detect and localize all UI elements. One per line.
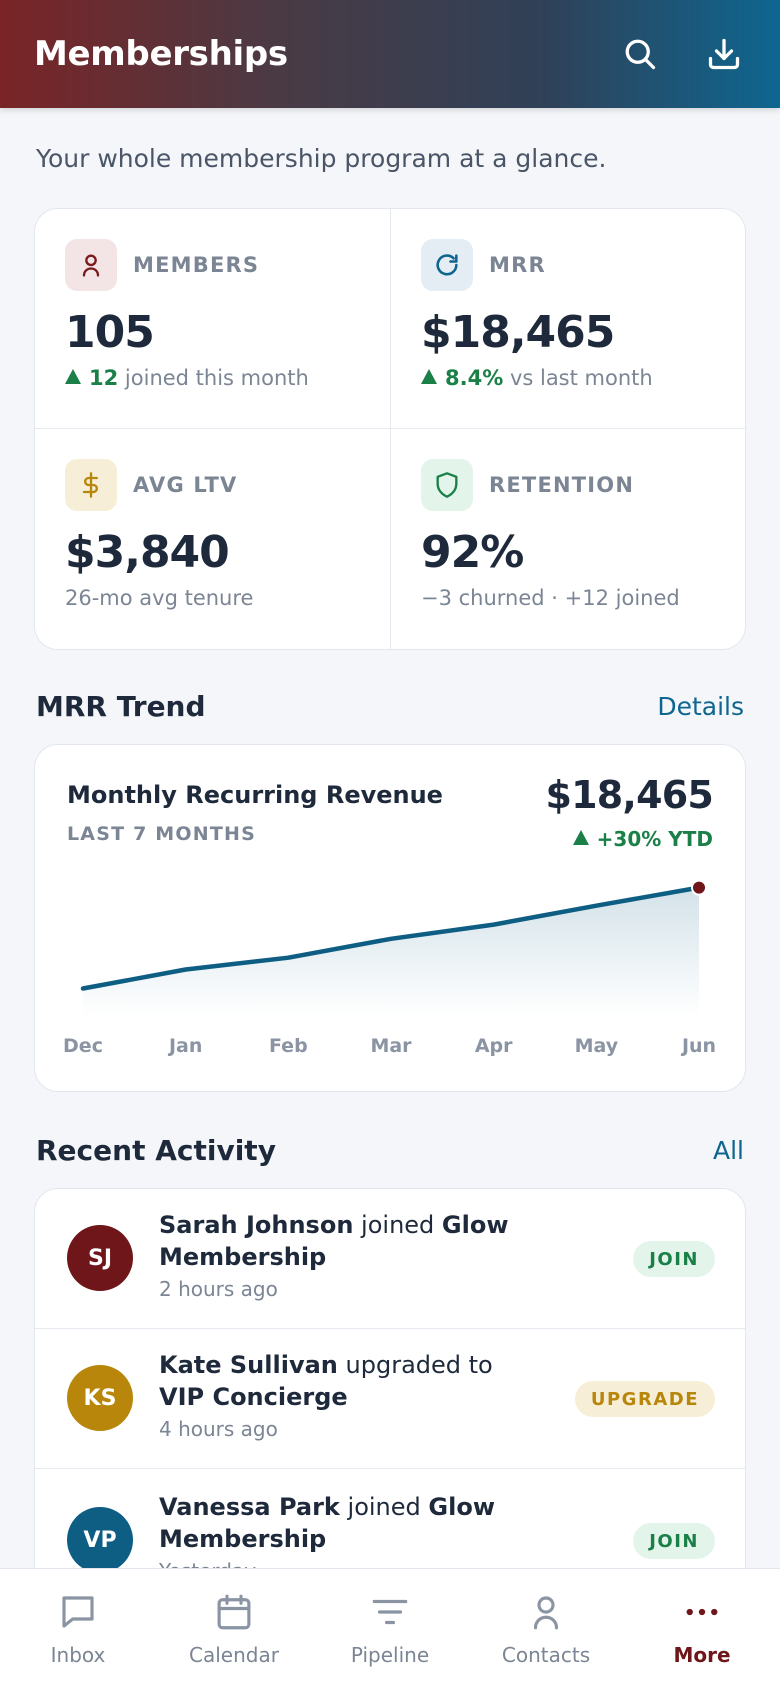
activity-card: SJ Sarah Johnson joined Glow Membership … (34, 1188, 746, 1568)
stat-label: RETENTION (489, 473, 635, 497)
delta-text: joined this month (124, 366, 309, 390)
up-arrow-icon (572, 830, 589, 845)
tab-more[interactable]: More (624, 1569, 780, 1688)
stat-label: MRR (489, 253, 546, 277)
chart-point-latest[interactable] (691, 879, 707, 896)
refresh-icon (421, 239, 473, 291)
stat-value: 92% (421, 527, 524, 578)
status-badge: JOIN (633, 1241, 715, 1277)
x-tick-label: May (575, 1035, 619, 1057)
activity-target: VIP Concierge (159, 1383, 348, 1411)
stat-value: $3,840 (65, 527, 230, 578)
tab-calendar[interactable]: Calendar (156, 1569, 312, 1688)
search-button[interactable] (618, 32, 662, 76)
download-button[interactable] (702, 32, 746, 76)
stat-avg-ltv[interactable]: AVG LTV $3,840 26-mo avg tenure (35, 429, 391, 649)
status-badge: JOIN (633, 1523, 715, 1559)
stat-delta: 12 joined this month (65, 366, 360, 390)
dollar-icon (65, 459, 117, 511)
mrr-trend-title: MRR Trend (36, 690, 206, 723)
mrr-chart-card: Dec Jan Feb Mar Apr May Jun Monthly Recurring … (34, 744, 746, 1092)
bottom-tab-bar: Inbox Calendar Pipeline Contacts More (0, 1568, 780, 1688)
stat-members[interactable]: MEMBERS 105 12 joined this month (35, 209, 391, 429)
delta-value: 8.4% (445, 366, 504, 390)
activity-name: Sarah Johnson (159, 1211, 354, 1239)
x-tick-label: Feb (269, 1035, 308, 1057)
mrr-line-chart: Dec Jan Feb Mar Apr May Jun (63, 879, 716, 1057)
activity-action: joined (361, 1211, 435, 1239)
tab-label: Inbox (50, 1643, 106, 1667)
up-arrow-icon (421, 369, 437, 384)
shield-icon (421, 459, 473, 511)
chart-delta: +30% YTD (572, 827, 713, 851)
app-header: Memberships (0, 0, 780, 108)
stat-retention[interactable]: RETENTION 92% −3 churned · +12 joined (391, 429, 747, 649)
activity-time: Yesterday (159, 1559, 256, 1568)
tab-label: More (673, 1643, 731, 1667)
tab-pipeline[interactable]: Pipeline (312, 1569, 468, 1688)
x-tick-label: Jan (167, 1035, 202, 1057)
tab-label: Contacts (501, 1643, 591, 1667)
delta-text: vs last month (509, 366, 653, 390)
stat-label: MEMBERS (133, 253, 260, 277)
activity-time: 4 hours ago (159, 1417, 278, 1441)
activity-action: joined (347, 1493, 421, 1521)
chart-area-fill (83, 887, 699, 1017)
details-link[interactable]: Details (657, 692, 744, 721)
download-icon (708, 38, 740, 70)
chat-icon (62, 1596, 94, 1628)
x-tick-label: Mar (370, 1035, 412, 1057)
page-title: Memberships (34, 34, 288, 74)
stat-sub: 26-mo avg tenure (65, 586, 254, 610)
tab-contacts[interactable]: Contacts (468, 1569, 624, 1688)
search-icon (625, 39, 656, 70)
status-badge: UPGRADE (574, 1381, 715, 1417)
stat-value: 105 (65, 307, 155, 358)
avatar: SJ (67, 1225, 133, 1291)
x-tick-label: Jun (680, 1035, 716, 1057)
activity-target: Glow Membership (159, 1211, 509, 1271)
up-arrow-icon (65, 369, 81, 384)
chart-series-line (80, 885, 702, 991)
tab-label: Pipeline (350, 1643, 430, 1667)
stat-mrr[interactable]: MRR $18,465 8.4% vs last month (391, 209, 747, 429)
recent-activity-title: Recent Activity (36, 1134, 276, 1167)
calendar-icon (217, 1594, 251, 1630)
avatar: VP (67, 1507, 133, 1568)
tab-inbox[interactable]: Inbox (0, 1569, 156, 1688)
list-item[interactable]: VP Vanessa Park joined Glow Membership Y… (35, 1471, 745, 1568)
stats-card: MEMBERS 105 12 joined this month MRR $18… (34, 208, 747, 650)
chart-current-value: $18,465 (545, 773, 714, 817)
list-item[interactable]: KS Kate Sullivan upgraded to VIP Concier… (35, 1329, 745, 1469)
activity-text: Kate Sullivan upgraded to VIP Concierge (159, 1349, 519, 1413)
list-item[interactable]: SJ Sarah Johnson joined Glow Membership … (35, 1189, 745, 1329)
tab-label: Calendar (189, 1643, 279, 1667)
stat-delta: 8.4% vs last month (421, 366, 717, 390)
page-subtitle: Your whole membership program at a glanc… (36, 144, 607, 173)
main-content: Your whole membership program at a glanc… (0, 108, 780, 1568)
stat-sub: −3 churned · +12 joined (421, 586, 680, 610)
stat-value: $18,465 (421, 307, 615, 358)
filter-icon (372, 1599, 408, 1625)
person-icon (533, 1596, 559, 1630)
chart-delta-text: +30% YTD (596, 827, 713, 851)
activity-target: Glow Membership (159, 1493, 495, 1553)
x-tick-label: Apr (475, 1035, 513, 1057)
stat-label: AVG LTV (133, 473, 238, 497)
chart-title: Monthly Recurring Revenue (67, 781, 443, 809)
activity-action: upgraded to (345, 1351, 493, 1379)
activity-name: Vanessa Park (159, 1493, 340, 1521)
x-tick-label: Dec (63, 1035, 103, 1057)
activity-name: Kate Sullivan (159, 1351, 338, 1379)
person-icon (65, 239, 117, 291)
avatar: KS (67, 1365, 133, 1431)
activity-time: 2 hours ago (159, 1277, 278, 1301)
activity-text: Vanessa Park joined Glow Membership (159, 1491, 519, 1555)
chart-subtitle: LAST 7 MONTHS (67, 823, 257, 845)
activity-text: Sarah Johnson joined Glow Membership (159, 1209, 519, 1273)
more-icon (686, 1608, 718, 1616)
delta-value: 12 (89, 366, 119, 390)
all-link[interactable]: All (713, 1136, 744, 1165)
